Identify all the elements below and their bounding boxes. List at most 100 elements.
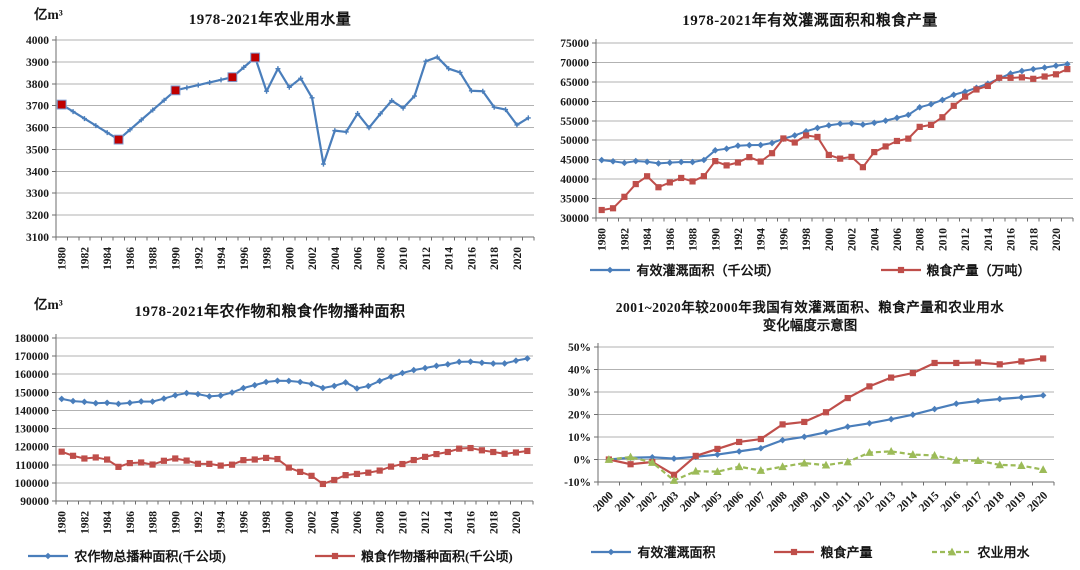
data-point-marker (746, 154, 753, 161)
data-point-marker (655, 184, 662, 191)
data-point-marker (609, 205, 617, 212)
data-point-marker (308, 472, 315, 479)
data-point-marker (604, 455, 614, 463)
data-point-marker (262, 378, 270, 386)
data-point-marker (887, 415, 895, 423)
data-point-marker (1040, 355, 1047, 362)
x-tick-label: 2008 (375, 511, 387, 534)
legend-sown-area: 农作物总播种面积(千公顷) 粮食作物播种面积(千公顷) (0, 546, 540, 565)
data-point-marker (377, 111, 383, 117)
data-point-marker (757, 435, 764, 443)
data-point-marker (714, 451, 721, 458)
x-tick-label: 1986 (125, 247, 137, 270)
y-tick-label: 30% (568, 387, 591, 399)
y-tick-label: 3300 (26, 188, 49, 200)
x-tick-label: 2014 (983, 228, 995, 251)
x-tick-label: 2007 (743, 489, 768, 514)
data-point-marker (814, 133, 821, 141)
x-tick-label: 1984 (102, 511, 114, 534)
data-point-marker (723, 162, 730, 169)
data-point-marker (736, 438, 743, 446)
data-point-marker (412, 93, 417, 99)
data-point-marker (598, 156, 605, 164)
data-point-marker (973, 86, 980, 93)
data-point-marker (217, 462, 224, 469)
data-point-marker (930, 451, 939, 459)
legend-item: 有效灌溉面积（千公顷） (589, 260, 780, 279)
data-point-marker (893, 114, 901, 122)
data-point-marker (160, 457, 167, 464)
x-tick-label: 1988 (688, 228, 700, 251)
x-tick-label: 2002 (307, 247, 319, 270)
panel-agricultural-water-use: 亿m³ 1978-2021年农业用水量 3100 3200 3300 3400 3500… (0, 0, 540, 290)
x-tick-label: 2002 (847, 228, 859, 251)
data-point-marker (931, 359, 938, 367)
data-point-marker (866, 383, 873, 390)
highlight-point-marker (227, 72, 238, 83)
data-point-marker (512, 449, 520, 456)
data-point-marker (746, 141, 753, 149)
data-point-marker (69, 397, 77, 405)
y-axis-unit-label: 亿m³ (34, 297, 63, 312)
data-point-marker (70, 109, 76, 115)
data-point-marker (240, 384, 247, 392)
data-point-marker (115, 463, 122, 470)
x-tick-label: 2012 (852, 489, 877, 514)
data-point-marker (1018, 67, 1026, 75)
x-tick-label: 2010 (398, 247, 410, 270)
data-point-marker (126, 459, 133, 467)
data-point-marker (525, 115, 531, 121)
data-point-marker (126, 399, 134, 407)
data-point-marker (859, 121, 867, 128)
data-point-marker (1039, 392, 1047, 399)
panel-sown-area: 亿m³ 1978-2021年农作物和粮食作物播种面积 90000 100000 11… (0, 290, 540, 570)
legend-item: 农作物总播种面积(千公顷) (27, 546, 226, 565)
data-point-marker (355, 111, 361, 117)
data-point-marker (952, 456, 961, 464)
y-tick-label: 150000 (15, 387, 50, 399)
data-point-marker (669, 476, 679, 484)
x-tick-label: 1980 (57, 511, 69, 534)
x-tick-label: 2010 (937, 228, 949, 251)
data-point-marker (468, 88, 474, 94)
data-point-marker (491, 104, 497, 110)
highlight-point-marker (56, 99, 67, 110)
x-tick-label: 2004 (329, 511, 341, 534)
y-tick-label: 60000 (560, 96, 589, 108)
data-point-marker (228, 461, 236, 468)
data-point-marker (365, 469, 372, 476)
data-point-marker (81, 398, 88, 406)
y-tick-label: 40% (568, 365, 591, 377)
highlight-point-marker (113, 134, 124, 145)
data-point-marker (822, 409, 830, 416)
data-point-marker (768, 139, 776, 147)
x-tick-label: 1998 (262, 247, 274, 270)
data-point-marker (905, 111, 912, 119)
data-point-marker (217, 392, 224, 399)
data-point-marker (446, 66, 452, 72)
y-tick-label: 170000 (15, 351, 50, 363)
data-point-marker (866, 419, 873, 427)
x-tick-label: 2009 (787, 489, 812, 514)
x-tick-label: 2002 (307, 511, 319, 534)
x-tick-label: 2014 (895, 489, 920, 514)
data-point-marker (45, 552, 52, 559)
legend-marker-diamond (591, 548, 632, 555)
data-point-marker (1041, 73, 1048, 80)
legend-change-rate: 有效灌溉面积 粮食产量 农业用水 (540, 542, 1080, 561)
data-point-marker (421, 364, 429, 372)
x-tick-label: 1990 (170, 511, 182, 534)
data-point-marker (138, 117, 144, 123)
data-point-marker (467, 444, 474, 452)
chart-subtitle-change-rate: 变化幅度示意图 (762, 318, 858, 333)
x-tick-label: 2012 (420, 511, 432, 534)
data-point-marker (480, 88, 486, 94)
data-point-marker (218, 77, 224, 83)
data-point-marker (632, 157, 640, 165)
data-point-marker (353, 385, 361, 392)
legend-irrigation-grain: 有效灌溉面积（千公顷） 粮食产量（万吨） (540, 260, 1080, 279)
data-point-marker (1052, 71, 1060, 78)
data-point-marker (626, 452, 635, 461)
x-tick-label: 2001 (613, 489, 638, 514)
data-point-marker (655, 160, 662, 167)
